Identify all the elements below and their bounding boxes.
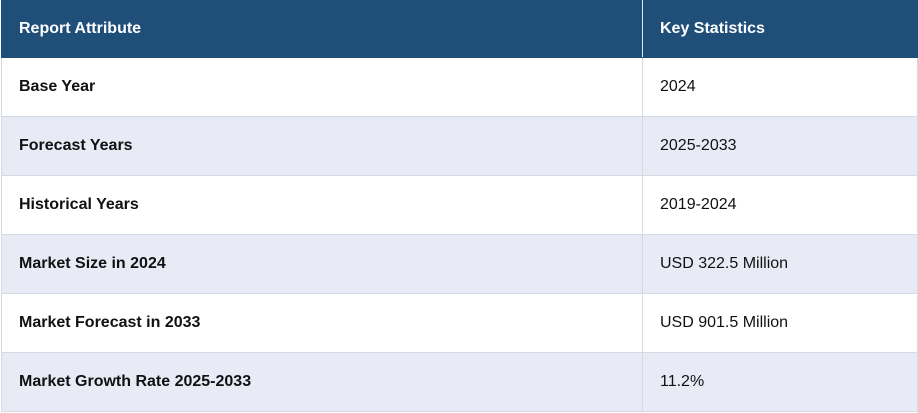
row-value-cell: 2024	[642, 57, 918, 117]
row-value-cell: 2025-2033	[642, 116, 918, 176]
header-report-attribute: Report Attribute	[1, 0, 643, 58]
table-row: Market Growth Rate 2025-2033 11.2%	[1, 352, 918, 412]
table-header-row: Report Attribute Key Statistics	[1, 0, 918, 58]
row-attribute-cell: Historical Years	[1, 175, 643, 235]
row-value-cell: 11.2%	[642, 352, 918, 412]
header-key-statistics: Key Statistics	[642, 0, 918, 58]
row-attribute-cell: Market Forecast in 2033	[1, 293, 643, 353]
table-row: Base Year 2024	[1, 57, 918, 117]
table-row: Market Size in 2024 USD 322.5 Million	[1, 234, 918, 294]
table-row: Historical Years 2019-2024	[1, 175, 918, 235]
row-value-cell: USD 901.5 Million	[642, 293, 918, 353]
row-attribute-cell: Market Growth Rate 2025-2033	[1, 352, 643, 412]
row-attribute-cell: Base Year	[1, 57, 643, 117]
row-attribute-cell: Market Size in 2024	[1, 234, 643, 294]
row-value-cell: USD 322.5 Million	[642, 234, 918, 294]
table-body: Base Year 2024 Forecast Years 2025-2033 …	[1, 57, 918, 412]
table-row: Market Forecast in 2033 USD 901.5 Millio…	[1, 293, 918, 353]
row-attribute-cell: Forecast Years	[1, 116, 643, 176]
row-value-cell: 2019-2024	[642, 175, 918, 235]
table-header: Report Attribute Key Statistics	[1, 0, 918, 58]
table-row: Forecast Years 2025-2033	[1, 116, 918, 176]
